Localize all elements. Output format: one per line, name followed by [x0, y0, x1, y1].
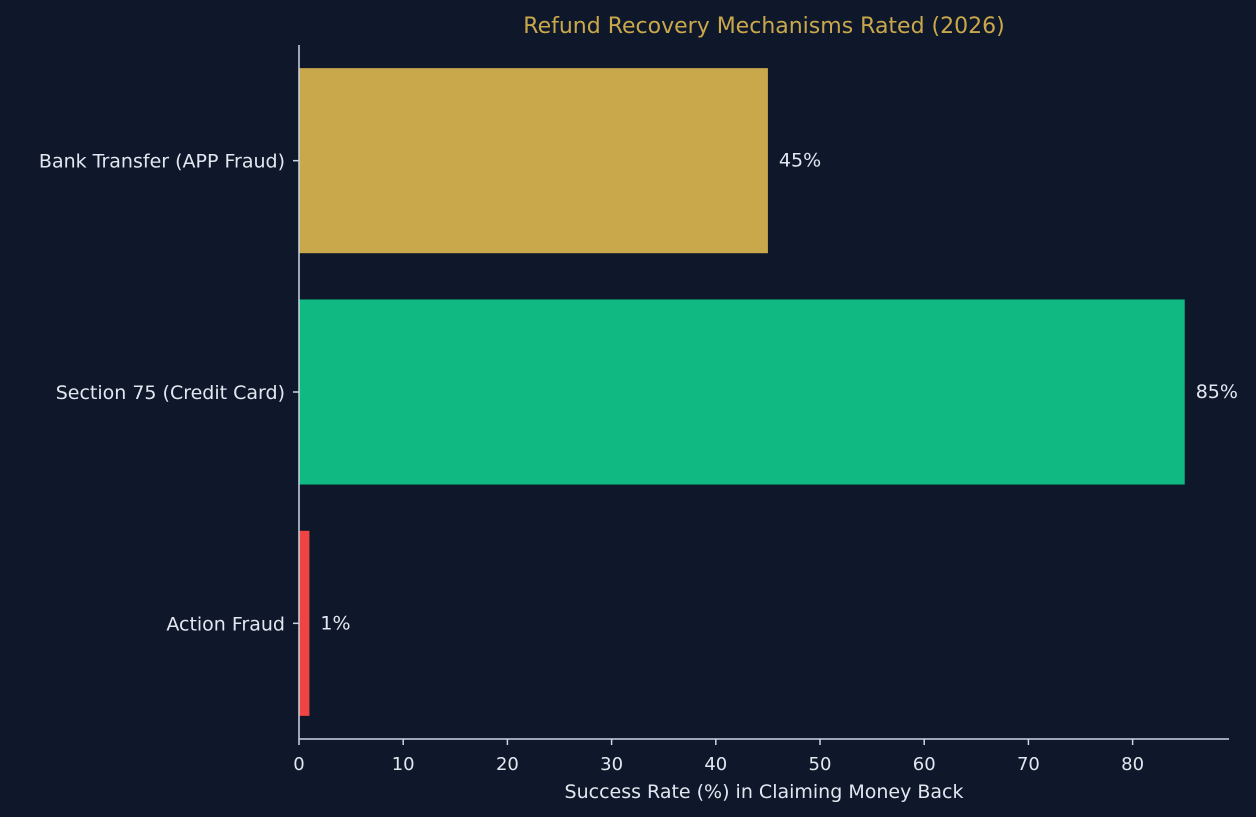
bar-2	[299, 530, 310, 716]
x-tick-label-7: 70	[1017, 754, 1040, 775]
x-axis: 0 10 20 30 40 50 60 70 80	[293, 738, 1229, 775]
x-tick-label-5: 50	[809, 754, 832, 775]
x-tick-label-6: 60	[913, 754, 936, 775]
x-tick-label-3: 30	[600, 754, 623, 775]
x-tick-label-2: 20	[496, 754, 519, 775]
category-label-1: Section 75 (Credit Card)	[56, 382, 285, 404]
value-label-2: 1%	[320, 612, 350, 634]
value-labels-group: 45% 85% 1%	[320, 150, 1238, 635]
x-tick-label-8: 80	[1121, 754, 1144, 775]
x-tick-label-0: 0	[293, 754, 304, 775]
bar-1	[299, 299, 1185, 485]
y-axis: Bank Transfer (APP Fraud) Section 75 (Cre…	[39, 45, 300, 739]
bars-group	[299, 68, 1185, 716]
x-axis-label: Success Rate (%) in Claiming Money Back	[565, 781, 964, 803]
category-label-2: Action Fraud	[166, 613, 285, 635]
x-tick-label-4: 40	[704, 754, 727, 775]
category-label-0: Bank Transfer (APP Fraud)	[39, 151, 285, 173]
value-label-0: 45%	[779, 150, 821, 172]
bar-0	[299, 68, 768, 254]
value-label-1: 85%	[1196, 381, 1238, 403]
chart-title: Refund Recovery Mechanisms Rated (2026)	[523, 14, 1004, 39]
x-tick-label-1: 10	[392, 754, 415, 775]
